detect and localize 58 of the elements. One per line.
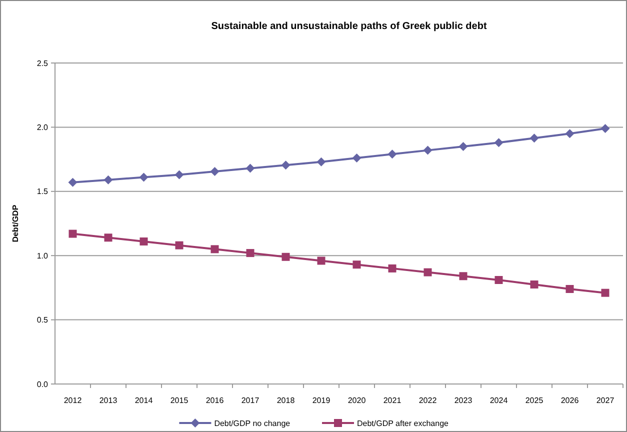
y-tick-label: 2.0 (36, 123, 49, 132)
point (352, 154, 362, 163)
x-tick-label: 2012 (64, 396, 82, 405)
x-tick-label: 2020 (348, 396, 366, 405)
point (494, 138, 504, 148)
point (565, 129, 574, 138)
point (104, 175, 113, 184)
x-tick-label: 2022 (418, 396, 438, 405)
point (281, 160, 290, 170)
x-tick-label: 2014 (134, 396, 154, 405)
point (246, 164, 255, 173)
x-tick-label: 2025 (525, 396, 544, 405)
x-tick-label: 2015 (170, 396, 189, 405)
x-tick-label: 2026 (560, 396, 580, 405)
legend-label: Debt/GDP no change (214, 418, 291, 428)
x-tick-label: 2018 (276, 396, 296, 405)
point (352, 260, 361, 269)
point (140, 237, 148, 246)
point (459, 272, 468, 280)
x-tick-label: 2027 (596, 396, 615, 405)
point (388, 264, 396, 272)
y-tick-label: 1.5 (36, 187, 49, 196)
point (282, 252, 290, 261)
point (530, 134, 539, 143)
y-tick-label: 0.5 (36, 316, 49, 325)
x-tick-label: 2023 (454, 396, 473, 405)
x-tick-label: 2013 (99, 396, 118, 405)
point (600, 124, 610, 133)
y-tick-label: 0.0 (36, 380, 49, 389)
point (68, 178, 78, 187)
point (210, 245, 219, 254)
x-tick-label: 2019 (312, 396, 331, 405)
point (566, 284, 574, 293)
x-tick-label: 2024 (490, 396, 508, 405)
point (246, 249, 254, 258)
x-tick-label: 2016 (206, 396, 224, 405)
chart-title: Sustainable and unsustainable paths of Greek public debt (211, 21, 488, 32)
y-tick-label: 1.0 (36, 251, 49, 260)
point (423, 146, 432, 155)
point (68, 230, 77, 238)
point (388, 150, 397, 159)
point (174, 170, 184, 180)
point (317, 256, 326, 265)
point (139, 172, 148, 182)
y-tick-label: 2.5 (36, 58, 49, 68)
x-tick-label: 2021 (383, 396, 402, 405)
x-tick-label: 2017 (241, 396, 260, 405)
point (175, 241, 184, 250)
legend-label: Debt/GDP after exchange (357, 418, 450, 428)
point (458, 142, 468, 151)
point (104, 234, 112, 242)
point (210, 167, 220, 176)
point (601, 288, 610, 297)
point (316, 157, 326, 166)
point (424, 268, 432, 276)
y-axis-title: Debt/GDP (11, 204, 20, 242)
point (494, 276, 503, 284)
point (530, 280, 538, 288)
